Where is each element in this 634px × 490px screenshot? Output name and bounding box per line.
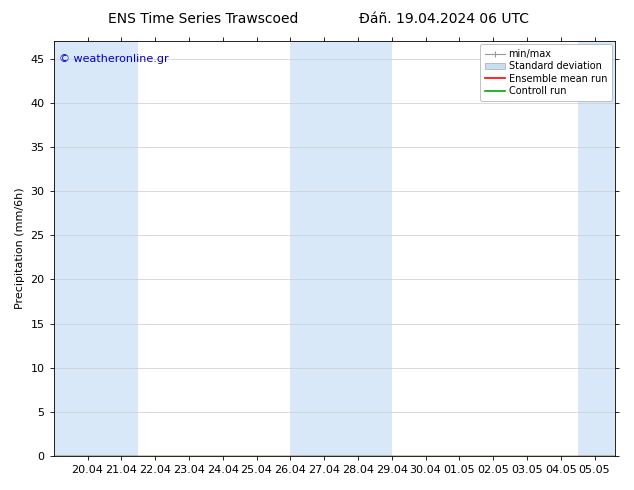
Bar xyxy=(578,41,615,456)
Bar xyxy=(54,41,138,456)
Text: © weatheronline.gr: © weatheronline.gr xyxy=(60,54,169,64)
Legend: min/max, Standard deviation, Ensemble mean run, Controll run: min/max, Standard deviation, Ensemble me… xyxy=(481,44,612,101)
Text: Đáñ. 19.04.2024 06 UTC: Đáñ. 19.04.2024 06 UTC xyxy=(359,12,529,26)
Bar xyxy=(290,41,392,456)
Text: ENS Time Series Trawscoed: ENS Time Series Trawscoed xyxy=(108,12,298,26)
Y-axis label: Precipitation (mm/6h): Precipitation (mm/6h) xyxy=(15,188,25,309)
